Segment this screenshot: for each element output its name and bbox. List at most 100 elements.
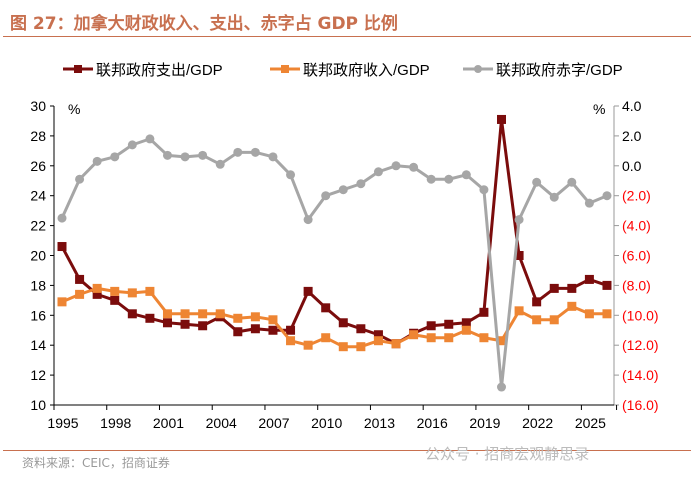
data-point: [461, 318, 471, 328]
data-point: [110, 152, 120, 162]
data-point: [549, 315, 559, 325]
data-point: [145, 134, 155, 144]
data-point: [338, 318, 348, 328]
legend-label: 联邦政府支出/GDP: [96, 62, 223, 79]
footer-divider: [3, 450, 691, 451]
right-tick-label: (2.0): [622, 188, 651, 204]
data-point: [532, 177, 542, 187]
legend-label: 联邦政府收入/GDP: [303, 62, 430, 79]
data-point: [409, 162, 419, 172]
watermark: 公众号 · 招商宏观静思录: [425, 445, 590, 463]
x-tick-label: 2007: [258, 415, 289, 431]
data-point: [479, 333, 489, 343]
data-point: [162, 318, 172, 328]
data-point: [110, 286, 120, 296]
data-point: [497, 336, 506, 346]
data-point: [409, 330, 419, 340]
data-point: [198, 150, 208, 160]
data-point: [444, 333, 454, 343]
x-tick-label: 2016: [417, 415, 448, 431]
data-point: [532, 315, 542, 325]
data-point: [198, 309, 208, 319]
data-point: [92, 156, 102, 166]
data-point: [268, 152, 278, 162]
data-point: [215, 309, 225, 319]
series-1: [57, 114, 612, 349]
right-tick-label: (14.0): [622, 367, 659, 383]
x-tick-label: 2010: [311, 415, 342, 431]
x-tick-label: 1998: [100, 415, 131, 431]
data-point: [338, 185, 348, 195]
title-divider: [3, 36, 691, 37]
series-line: [60, 117, 608, 346]
right-tick-label: (12.0): [622, 337, 659, 353]
data-point: [444, 174, 454, 184]
data-point: [584, 274, 594, 284]
right-tick-label: (8.0): [622, 277, 651, 293]
data-point: [57, 213, 67, 223]
data-point: [356, 179, 366, 189]
series-2: [57, 283, 612, 352]
data-point: [567, 301, 577, 311]
legend-marker: [474, 65, 482, 73]
right-unit-label: %: [593, 101, 605, 117]
data-point: [584, 309, 594, 319]
series-line: [60, 137, 608, 389]
data-point: [92, 289, 102, 299]
data-point: [268, 325, 278, 335]
data-point: [162, 150, 172, 160]
data-point: [180, 319, 190, 329]
data-point: [426, 333, 436, 343]
data-point: [321, 303, 331, 313]
data-point: [567, 177, 577, 187]
legend-marker: [74, 65, 82, 73]
data-point: [127, 140, 137, 150]
legend-item: 联邦政府支出/GDP: [63, 62, 223, 79]
data-point: [57, 242, 67, 252]
right-tick-label: (10.0): [622, 307, 659, 323]
source-note: 资料来源：CEIC，招商证券: [22, 456, 170, 470]
data-point: [602, 191, 612, 201]
right-tick-label: (6.0): [622, 248, 651, 264]
data-point: [338, 342, 348, 352]
data-point: [75, 174, 85, 184]
data-point: [180, 152, 190, 162]
data-point: [391, 161, 401, 171]
left-tick-label: 26: [30, 158, 46, 174]
data-point: [549, 283, 559, 293]
data-point: [233, 147, 243, 157]
left-tick-label: 30: [30, 98, 46, 114]
data-point: [303, 340, 313, 350]
data-point: [391, 339, 401, 349]
data-point: [233, 313, 243, 323]
x-tick-label: 1995: [47, 415, 78, 431]
data-point: [584, 198, 594, 208]
series-3: [57, 134, 612, 392]
legend-item: 联邦政府赤字/GDP: [463, 62, 623, 79]
data-point: [75, 274, 85, 284]
right-tick-label: (4.0): [622, 218, 651, 234]
data-point: [303, 286, 313, 296]
data-point: [180, 309, 190, 319]
data-point: [321, 333, 331, 343]
data-point: [303, 215, 313, 225]
left-tick-label: 14: [30, 337, 46, 353]
figure-title: 图 27：加拿大财政收入、支出、赤字占 GDP 比例: [10, 14, 398, 34]
left-tick-label: 18: [30, 277, 46, 293]
data-point: [602, 309, 612, 319]
left-unit-label: %: [68, 101, 80, 117]
data-point: [145, 286, 155, 296]
data-point: [444, 319, 454, 329]
left-tick-label: 10: [30, 397, 46, 413]
data-point: [514, 251, 524, 260]
data-point: [233, 327, 243, 337]
data-point: [497, 382, 506, 392]
data-point: [215, 159, 225, 169]
data-point: [567, 283, 577, 293]
data-point: [426, 321, 436, 331]
data-point: [514, 306, 524, 316]
right-tick-label: 4.0: [622, 98, 642, 114]
left-tick-label: 28: [30, 128, 46, 144]
data-point: [286, 325, 296, 335]
